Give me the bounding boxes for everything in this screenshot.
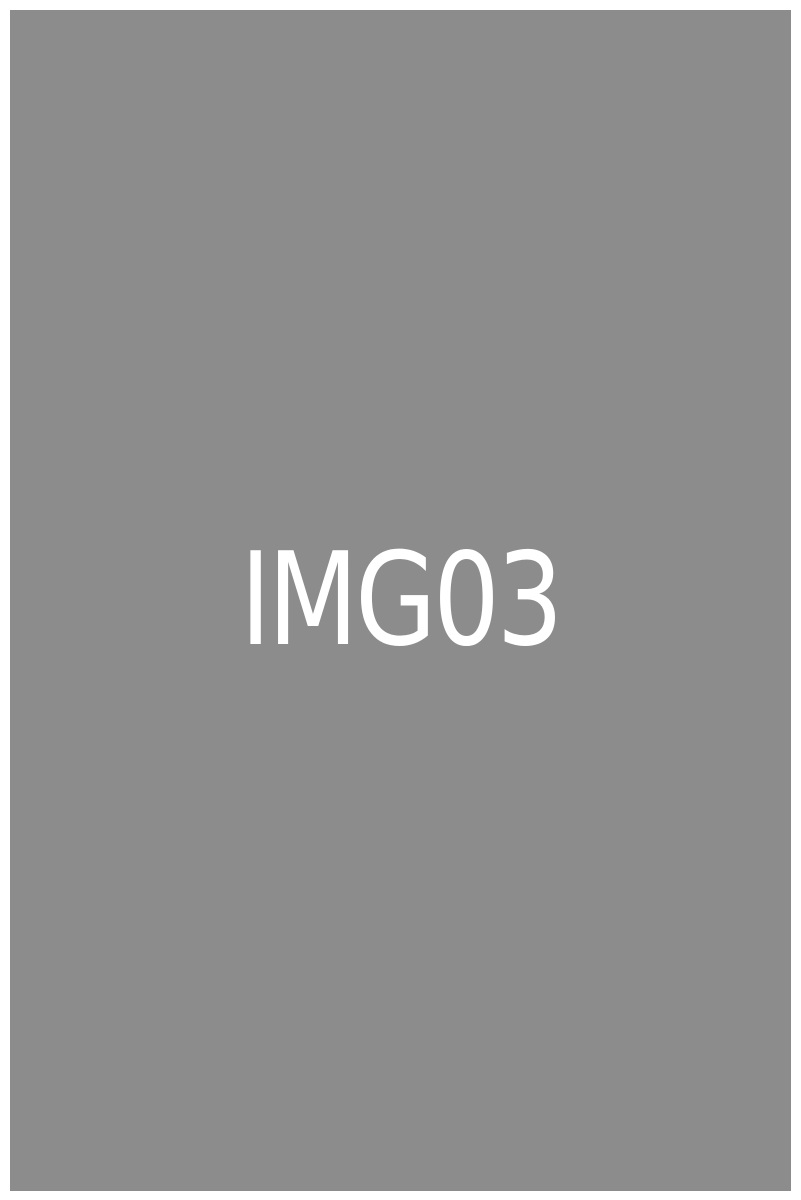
placeholder-label: IMG03 xyxy=(240,525,563,675)
image-placeholder: IMG03 xyxy=(10,10,791,1191)
